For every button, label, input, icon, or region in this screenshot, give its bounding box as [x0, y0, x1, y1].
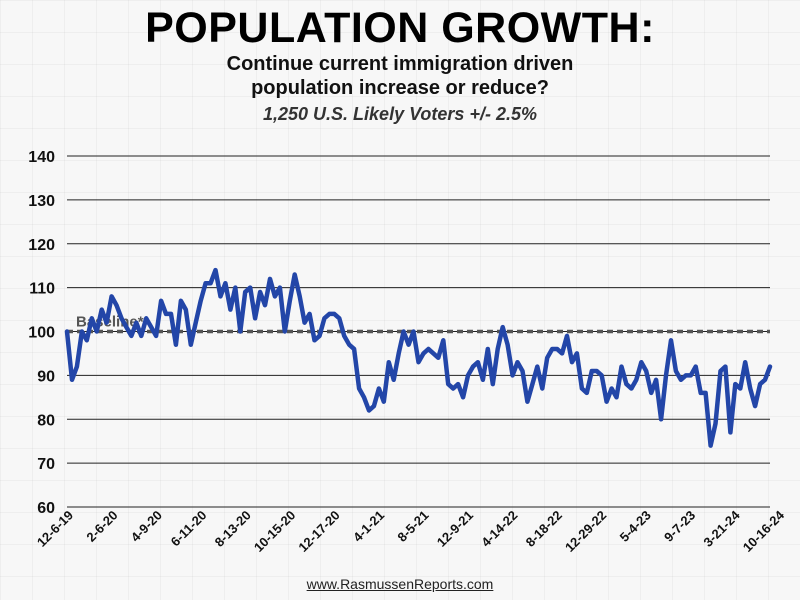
grid-lines: [67, 155, 770, 508]
y-tick-label: 120: [28, 237, 55, 254]
y-tick-label: 60: [37, 500, 55, 517]
y-tick-label: 90: [37, 368, 55, 385]
subtitle-line-2: population increase or reduce?: [251, 77, 549, 99]
x-tick-label: 6-11-20: [168, 508, 210, 550]
x-tick-label: 10-15-20: [251, 508, 298, 555]
x-tick-label: 9-7-23: [661, 508, 698, 545]
x-tick-label: 3-21-24: [700, 507, 743, 550]
chart-subtitle: Continue current immigration driven popu…: [0, 52, 800, 100]
x-tick-label: 12-9-21: [434, 508, 476, 550]
x-tick-label: 12-17-20: [295, 508, 342, 555]
x-tick-label: 2-6-20: [83, 508, 120, 545]
chart-title: POPULATION GROWTH:: [145, 4, 655, 52]
y-tick-label: 100: [28, 325, 55, 342]
x-tick-label: 5-4-23: [617, 508, 654, 545]
x-tick-label: 8-13-20: [212, 508, 254, 550]
y-tick-label: 70: [37, 456, 55, 473]
series-group: [64, 267, 773, 448]
subtitle-line-1: Continue current immigration driven: [226, 53, 574, 75]
y-tick-label: 80: [37, 412, 55, 429]
y-tick-label: 140: [28, 149, 55, 166]
x-tick-label: 10-16-24: [740, 507, 788, 555]
source-link[interactable]: www.RasmussenReports.com: [306, 576, 494, 592]
x-tick-label: 4-14-22: [478, 508, 520, 550]
x-tick-label: 8-5-21: [394, 508, 431, 545]
y-tick-label: 130: [28, 193, 55, 210]
sample-size-note: 1,250 U.S. Likely Voters +/- 2.5%: [263, 104, 537, 124]
y-tick-label: 110: [29, 281, 55, 298]
series-line-0: [64, 267, 773, 448]
x-tick-label: 4-1-21: [350, 508, 387, 545]
x-tick-label: 8-18-22: [523, 508, 565, 550]
x-axis-ticks: 12-6-19 2-6-20 4-9-20 6-11-20 8-13-2010-15-2…: [34, 507, 788, 555]
y-axis-ticks: 60 70 80 90 100 110 120 130 140: [28, 149, 55, 517]
x-tick-label: 4-9-20: [128, 508, 165, 545]
x-tick-label: 12-29-22: [562, 508, 609, 555]
